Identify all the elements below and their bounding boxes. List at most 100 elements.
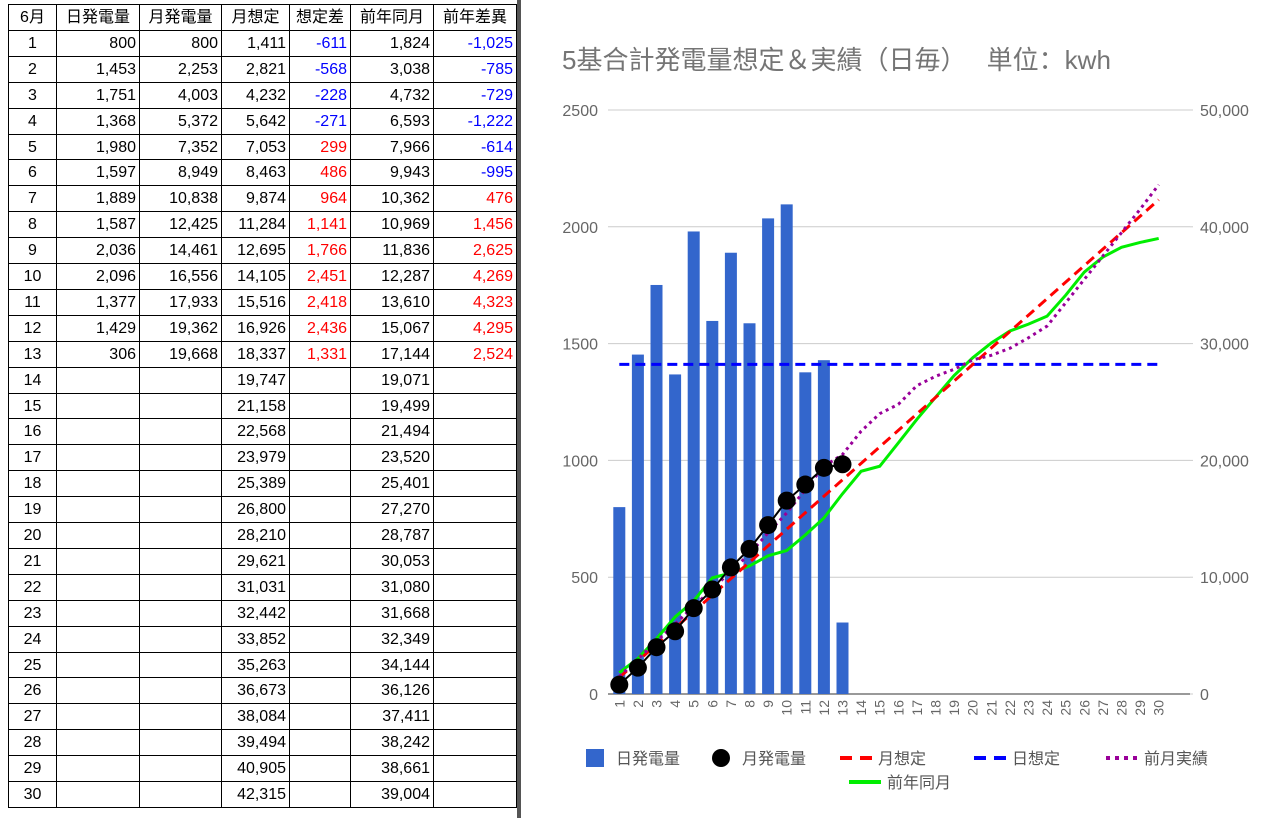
table-cell [140, 730, 222, 757]
table-cell: 2,096 [57, 264, 140, 290]
table-cell: 5,642 [222, 108, 290, 135]
table-cell [140, 626, 222, 653]
table-cell [140, 523, 222, 549]
table-cell [290, 782, 351, 808]
x-tick-label: 14 [853, 700, 869, 716]
table-cell: 15,516 [222, 289, 290, 316]
table-cell [140, 704, 222, 731]
table-cell: 12,287 [351, 264, 434, 290]
y2-tick-label: 40,000 [1200, 220, 1249, 237]
table-cell: 39,004 [351, 782, 434, 808]
table-cell [140, 471, 222, 498]
table-cell: 21,158 [222, 393, 290, 420]
table-cell [57, 367, 140, 394]
x-tick-label: 12 [816, 700, 832, 716]
table-cell: 25,401 [351, 471, 434, 498]
point [666, 622, 685, 641]
table-cell [290, 367, 351, 394]
point [684, 599, 703, 618]
table-cell [57, 652, 140, 679]
table-cell [434, 782, 517, 808]
table-cell: 11 [8, 289, 57, 316]
table-cell [140, 393, 222, 420]
legend-swatch [586, 749, 604, 767]
table-cell: 8 [8, 212, 57, 239]
x-tick-label: 22 [1002, 700, 1018, 716]
table-cell: 26 [8, 678, 57, 705]
table-cell: 16,926 [222, 315, 290, 342]
table-cell: 19,071 [351, 367, 434, 394]
y2-tick-label: 20,000 [1200, 453, 1249, 470]
bar [743, 323, 756, 694]
table-cell [290, 574, 351, 601]
table-cell: 3 [8, 82, 57, 109]
table-cell: 4,232 [222, 82, 290, 109]
point [814, 458, 833, 477]
table-cell: 24 [8, 626, 57, 653]
table-cell: 1,889 [57, 186, 140, 213]
table-cell: -228 [290, 82, 351, 109]
table-cell [434, 652, 517, 679]
table-cell [434, 756, 517, 783]
table-cell: 35,263 [222, 652, 290, 679]
table-cell: 12,425 [140, 212, 222, 239]
table-cell [290, 600, 351, 627]
table-cell: 17,144 [351, 341, 434, 368]
table-cell: 964 [290, 186, 351, 213]
table-cell: 13 [8, 341, 57, 368]
table-cell [290, 471, 351, 498]
x-tick-label: 21 [983, 700, 999, 716]
table-cell: 36,126 [351, 678, 434, 705]
table-cell: 1,331 [290, 341, 351, 368]
table-cell: 5 [8, 134, 57, 161]
bar [762, 218, 775, 695]
table-cell: 1,456 [434, 212, 517, 239]
header-cell: 前年差異 [434, 5, 517, 31]
table-cell: -729 [434, 82, 517, 109]
table-cell: 14,461 [140, 238, 222, 265]
table-cell: 1,141 [290, 212, 351, 239]
table-cell: 1,766 [290, 238, 351, 265]
table-cell [57, 523, 140, 549]
table-cell: 21 [8, 548, 57, 575]
point [628, 658, 647, 677]
x-tick-label: 9 [760, 700, 776, 708]
table-cell [57, 600, 140, 627]
table-cell: 2,436 [290, 315, 351, 342]
table-cell: 7 [8, 186, 57, 213]
table-cell: 18,337 [222, 341, 290, 368]
divider [517, 0, 521, 818]
x-tick-label: 7 [723, 700, 739, 708]
table-cell: 6 [8, 160, 57, 187]
point [777, 491, 796, 510]
table-cell: 2,625 [434, 238, 517, 265]
table-cell: 7,352 [140, 134, 222, 161]
table-cell [290, 445, 351, 472]
point [703, 580, 722, 599]
point [833, 455, 852, 474]
table-cell [290, 548, 351, 575]
table-cell: 13,610 [351, 289, 434, 316]
table-cell: 1,411 [222, 30, 290, 57]
bar [817, 360, 830, 694]
table-cell [140, 367, 222, 394]
table-cell [57, 393, 140, 420]
table-cell: 7,053 [222, 134, 290, 161]
table-cell [57, 730, 140, 757]
x-tick-label: 24 [1039, 700, 1055, 716]
table-cell [434, 497, 517, 524]
table-cell [57, 756, 140, 783]
legend-label: 前月実績 [1144, 750, 1208, 768]
x-tick-label: 28 [1114, 700, 1130, 716]
legend-label: 日発電量 [616, 750, 680, 768]
table-cell: 42,315 [222, 782, 290, 808]
bar [631, 354, 644, 694]
table-cell [290, 393, 351, 420]
table-cell: 33,852 [222, 626, 290, 653]
point [740, 539, 759, 558]
table-cell: 4,732 [351, 82, 434, 109]
table-cell: -614 [434, 134, 517, 161]
y-tick-label: 1500 [562, 337, 598, 354]
